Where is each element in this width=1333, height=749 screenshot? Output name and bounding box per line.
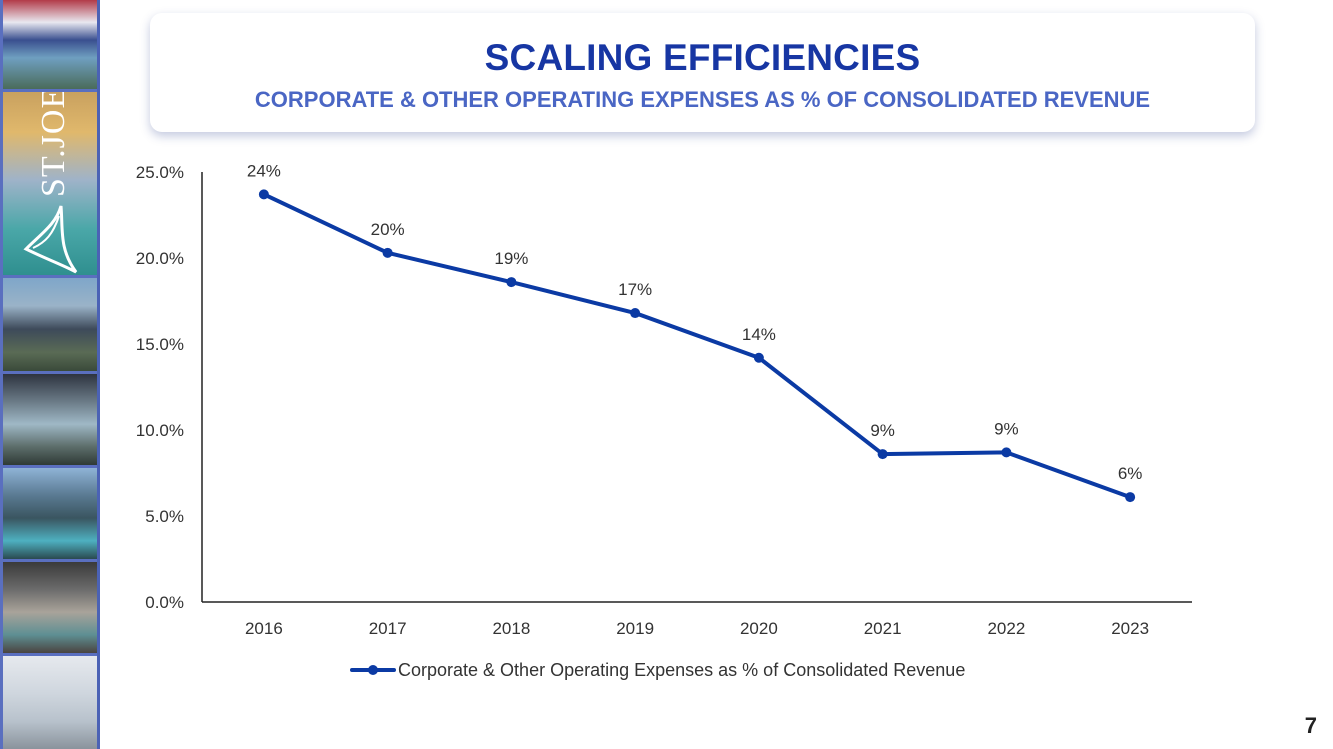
data-label: 9% (870, 421, 895, 440)
x-tick-label: 2018 (492, 619, 530, 638)
data-label: 24% (247, 161, 281, 180)
data-label: 14% (742, 325, 776, 344)
data-point (753, 352, 764, 363)
y-tick-label: 10.0% (136, 421, 184, 440)
x-tick-label: 2021 (864, 619, 902, 638)
page-title: SCALING EFFICIENCIES (484, 37, 921, 78)
photo-strip: ST.JOE (0, 0, 100, 749)
x-tick-label: 2019 (616, 619, 654, 638)
page-subtitle: CORPORATE & OTHER OPERATING EXPENSES AS … (254, 87, 1151, 112)
data-point (630, 308, 641, 319)
y-tick-label: 25.0% (136, 163, 184, 182)
interior-photo (3, 656, 97, 749)
data-point (1001, 447, 1012, 458)
x-tick-label: 2017 (369, 619, 407, 638)
data-label: 9% (994, 419, 1019, 438)
x-tick-label: 2023 (1111, 619, 1149, 638)
lounge-photo (3, 562, 97, 656)
data-label: 17% (618, 280, 652, 299)
legend-marker (368, 665, 378, 675)
data-point (382, 247, 393, 258)
leaf-logo-icon (23, 205, 78, 274)
y-tick-label: 15.0% (136, 335, 184, 354)
title-card: SCALING EFFICIENCIES CORPORATE & OTHER O… (150, 13, 1255, 132)
data-label: 20% (371, 220, 405, 239)
resort-photo (3, 468, 97, 562)
y-tick-label: 5.0% (145, 507, 184, 526)
flag-photo (3, 0, 97, 92)
y-tick-label: 0.0% (145, 593, 184, 612)
data-point (506, 277, 517, 288)
page-number: 7 (1304, 713, 1317, 738)
x-tick-label: 2022 (987, 619, 1025, 638)
house-photo (3, 278, 97, 374)
pavilion-photo (3, 374, 97, 468)
x-tick-label: 2020 (740, 619, 778, 638)
x-tick-label: 2016 (245, 619, 283, 638)
series-line (261, 192, 1133, 500)
data-label: 6% (1118, 464, 1143, 483)
data-point (258, 189, 269, 200)
data-point (1125, 492, 1136, 503)
data-label: 19% (494, 249, 528, 268)
logo-tile: ST.JOE (3, 92, 97, 278)
y-tick-label: 20.0% (136, 249, 184, 268)
data-point (877, 449, 888, 460)
legend-label: Corporate & Other Operating Expenses as … (398, 660, 965, 680)
